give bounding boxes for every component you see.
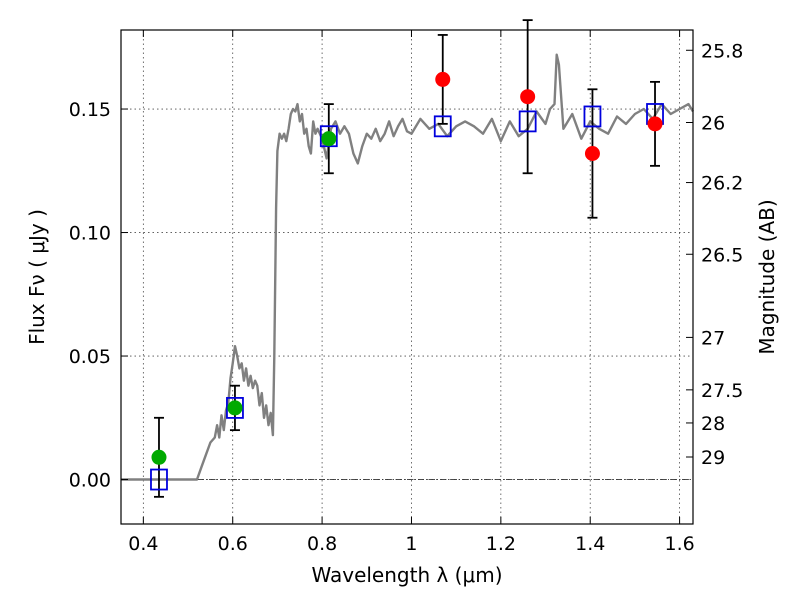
error-bars [153, 19, 661, 498]
magnitude-tick-label: 28 [701, 413, 725, 435]
x-ticks: 0.4 0.6 0.8 1 1.2 1.4 1.6 [128, 30, 695, 555]
x-tick-label: 1.6 [664, 533, 694, 555]
y-axis-label: Flux Fν ( μJy ) [25, 209, 49, 345]
magnitude-tick-label: 27.5 [701, 380, 743, 402]
model-square [226, 397, 244, 419]
x-axis-label: Wavelength λ (μm) [311, 563, 502, 587]
x-tick-label: 1.4 [575, 533, 605, 555]
magnitude-ticks: 25.8 26 26.2 26.5 27 27.5 28 29 [686, 40, 743, 469]
spectrum-line [121, 53, 695, 481]
x-tick-label: 1.2 [486, 533, 516, 555]
y-tick-label: 0.00 [69, 470, 111, 492]
data-point [227, 400, 243, 416]
data-point [647, 116, 663, 132]
spectrum-series [121, 53, 695, 481]
gridlines [121, 30, 693, 524]
y-tick-label: 0.10 [69, 223, 111, 245]
x-tick-label: 0.6 [218, 533, 248, 555]
x-tick-label: 0.8 [307, 533, 337, 555]
y-tick-label: 0.15 [69, 99, 111, 121]
data-point [151, 449, 167, 465]
model-square [150, 468, 168, 491]
y-ticks: 0.00 0.05 0.10 0.15 [69, 99, 128, 492]
y-tick-label: 0.05 [69, 346, 111, 368]
magnitude-tick-label: 26.5 [701, 244, 743, 266]
data-point [321, 131, 337, 147]
model-square [518, 110, 537, 133]
model-square [583, 105, 602, 128]
magnitude-tick-label: 26 [701, 112, 725, 134]
data-points [151, 71, 663, 465]
magnitude-tick-label: 29 [701, 447, 725, 469]
magnitude-tick-label: 26.2 [701, 173, 743, 195]
model-square [433, 115, 452, 138]
magnitude-tick-label: 25.8 [701, 40, 743, 62]
magnitude-axis-label: Magnitude (AB) [755, 199, 779, 354]
x-tick-label: 0.4 [128, 533, 158, 555]
data-point [520, 89, 536, 105]
data-point [435, 71, 451, 87]
model-squares [150, 103, 664, 491]
magnitude-tick-label: 27 [701, 327, 725, 349]
data-point [584, 146, 600, 161]
model-square [319, 125, 338, 148]
x-tick-label: 1 [405, 533, 417, 555]
plot-frame [120, 29, 694, 525]
